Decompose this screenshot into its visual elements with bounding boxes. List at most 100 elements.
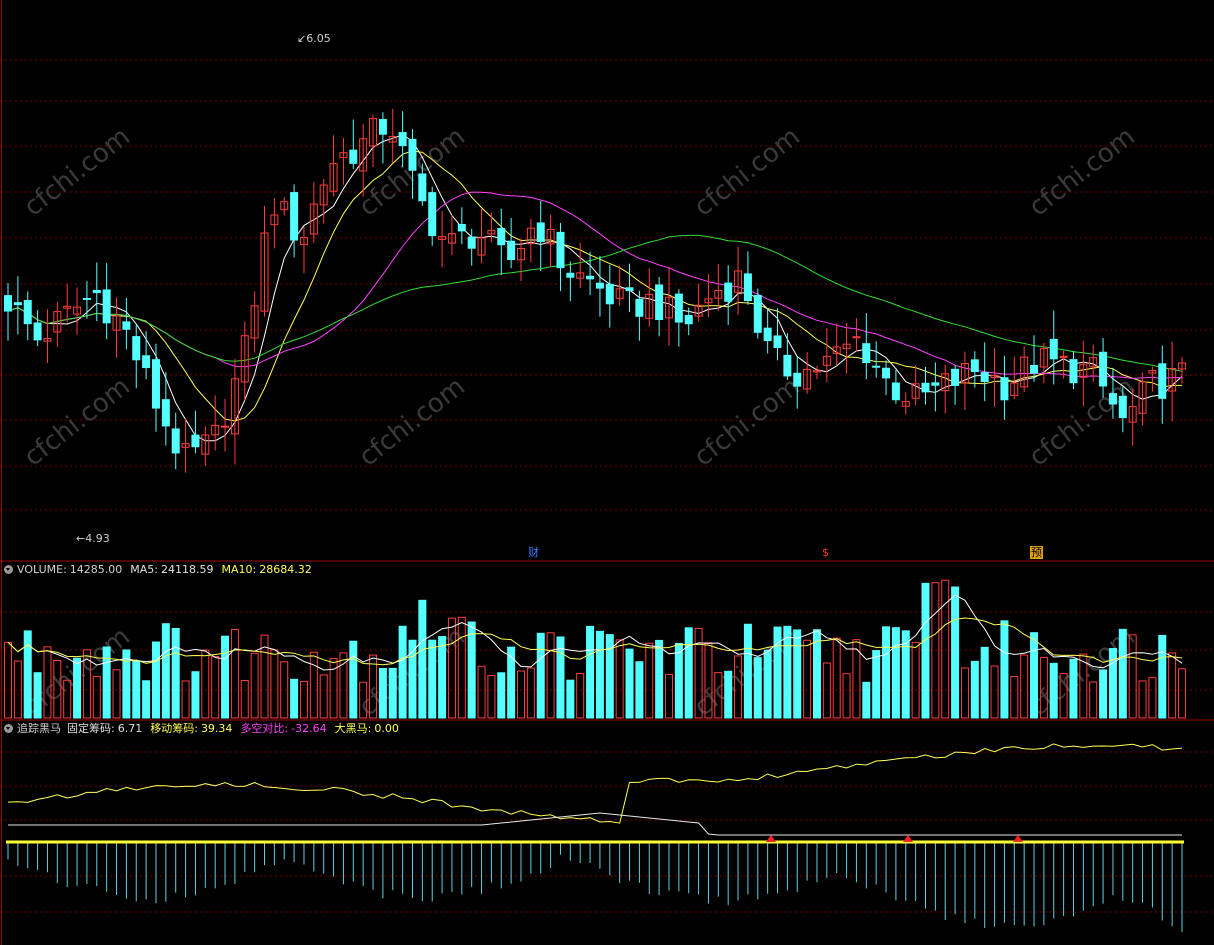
candle-body: [53, 311, 62, 333]
volume-bar: [408, 639, 417, 719]
ma-line: [7, 191, 1182, 379]
event-marker-finance[interactable]: 财: [528, 546, 539, 559]
watermark-text: cfchi.com: [19, 122, 136, 223]
candle-body: [517, 248, 526, 261]
volume-bar: [1059, 673, 1068, 719]
candle-body: [891, 382, 900, 401]
chevron-down-icon[interactable]: [4, 565, 13, 574]
volume-bar: [1030, 632, 1039, 719]
candle-body: [112, 315, 121, 331]
volume-bar: [1099, 669, 1108, 719]
volume-legend: VOLUME: 14285.00 MA5: 24118.59 MA10: 28684.32: [4, 563, 315, 577]
volume-bar: [378, 668, 387, 719]
volume-bar: [1049, 662, 1058, 719]
volume-bar: [82, 649, 91, 719]
candle-body: [635, 298, 644, 317]
candle-body: [724, 282, 733, 302]
volume-bar: [151, 641, 160, 719]
fixed-chips-line: [8, 812, 1182, 836]
volume-bar: [250, 652, 259, 719]
volume-bar: [63, 679, 72, 719]
volume-bar: [812, 629, 821, 719]
candle-body: [438, 236, 447, 240]
candle-body: [921, 382, 930, 393]
candle-body: [349, 149, 358, 164]
volume-bar: [132, 660, 141, 719]
candle-body: [595, 282, 604, 289]
candle-body: [92, 289, 101, 294]
volume-bar: [753, 657, 762, 719]
chevron-down-icon[interactable]: [4, 724, 13, 733]
candle-body: [812, 370, 821, 373]
volume-bar: [428, 639, 437, 719]
volume-bar: [921, 582, 930, 719]
candle-body: [970, 359, 979, 373]
volume-bar: [546, 632, 555, 719]
volume-bar: [43, 646, 52, 719]
candle-body: [260, 232, 269, 312]
volume-bar: [270, 649, 279, 719]
candle-body: [250, 305, 259, 339]
volume-bar: [1168, 652, 1177, 719]
candle-body: [142, 355, 151, 369]
volume-bar: [763, 649, 772, 719]
moving-chips-line: [7, 743, 1183, 824]
volume-bar: [1039, 656, 1048, 719]
candle-body: [63, 305, 72, 309]
volume-bar: [102, 646, 111, 719]
candle-body: [191, 434, 200, 448]
volume-bar: [891, 627, 900, 719]
volume-bar: [4, 641, 12, 719]
candle-body: [1148, 370, 1157, 374]
volume-bar: [122, 649, 131, 719]
candle-body: [793, 372, 802, 387]
volume-bar: [724, 670, 733, 719]
candle-body: [566, 272, 575, 278]
volume-bar: [191, 671, 200, 719]
watermark-text: cfchi.com: [354, 372, 471, 473]
candle-body: [694, 304, 703, 317]
volume-bar: [260, 634, 269, 719]
candle-body: [408, 138, 417, 171]
volume-bar: [487, 675, 496, 719]
volume-bar: [1148, 677, 1157, 719]
indicator-lines: [6, 743, 1184, 932]
volume-bar: [970, 660, 979, 719]
event-marker-dividend[interactable]: $: [822, 546, 829, 559]
volume-bar: [901, 630, 910, 719]
volume-bar: [398, 625, 407, 719]
candle-body: [1108, 393, 1117, 405]
candle-body: [221, 425, 230, 428]
volume-bar: [832, 637, 841, 719]
volume-bar: [211, 656, 220, 719]
volume-bar: [388, 667, 397, 719]
candle-body: [23, 299, 32, 325]
event-marker-forecast[interactable]: 预: [1030, 546, 1043, 559]
volume-bar: [1010, 676, 1019, 719]
volume-bar: [73, 657, 82, 719]
candle-body: [526, 227, 535, 245]
volume-bar: [1000, 620, 1009, 719]
candle-body: [980, 372, 989, 383]
volume-bar: [369, 654, 378, 719]
volume-bar: [112, 669, 121, 719]
watermark-text: cfchi.com: [19, 372, 136, 473]
candle-body: [911, 383, 920, 399]
volume-bar: [1108, 647, 1117, 719]
candle-body: [329, 163, 338, 192]
candle-body: [299, 237, 308, 246]
candle-body: [674, 293, 683, 323]
volume-bar: [1020, 654, 1029, 719]
candle-body: [359, 138, 368, 172]
candle-body: [615, 288, 624, 299]
candle-body: [369, 118, 378, 147]
volume-bar: [181, 680, 190, 719]
candle-body: [398, 132, 407, 147]
candle-body: [901, 401, 910, 407]
candle-body: [743, 273, 752, 302]
volume-bar: [171, 627, 180, 719]
candle-body: [1118, 395, 1127, 419]
candle-body: [132, 336, 141, 361]
candle-body: [151, 359, 160, 409]
